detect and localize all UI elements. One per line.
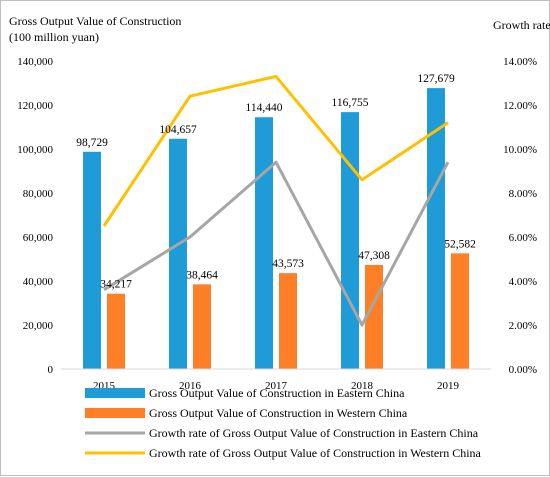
- left-axis-tick-label: 40,000: [23, 276, 54, 288]
- right-axis-tick-label: 2.00%: [509, 320, 537, 332]
- line-western-growth: [102, 74, 449, 227]
- bar-western: [107, 293, 125, 369]
- bar-eastern: [427, 88, 445, 369]
- bar-eastern: [169, 138, 187, 369]
- left-axis-title-line1: Gross Output Value of Construction: [9, 14, 181, 28]
- left-axis-tick-label: 100,000: [17, 144, 53, 156]
- bar-western: [451, 253, 469, 369]
- left-axis-tick-label: 0: [48, 364, 54, 376]
- right-axis-tick-label: 14.00%: [503, 56, 537, 68]
- data-label-western: 34,217: [100, 279, 132, 291]
- right-axis-title: Growth rate: [493, 18, 550, 32]
- left-axis-tick-label: 20,000: [23, 320, 54, 332]
- right-axis-tick-label: 8.00%: [509, 188, 537, 200]
- left-axis-title-line2: (100 million yuan): [9, 30, 99, 44]
- bar-eastern: [255, 117, 273, 370]
- x-axis-tick-label: 2016: [179, 380, 202, 392]
- right-axis-tick-label: 4.00%: [509, 276, 537, 288]
- left-axis-tick-label: 60,000: [23, 232, 54, 244]
- data-label-western: 38,464: [186, 269, 218, 281]
- legend-label: Growth rate of Gross Output Value of Con…: [149, 446, 482, 460]
- left-axis-tick-label: 120,000: [17, 100, 53, 112]
- line-eastern-growth: [103, 160, 450, 327]
- bar-eastern: [83, 151, 101, 369]
- legend-swatch: [85, 388, 145, 398]
- data-label-western: 47,308: [358, 250, 390, 262]
- legend-label: Growth rate of Gross Output Value of Con…: [149, 426, 479, 440]
- right-axis-tick-label: 10.00%: [503, 144, 537, 156]
- legend-label: Gross Output Value of Construction in Ea…: [149, 386, 405, 400]
- bar-western: [193, 284, 211, 369]
- legend-swatch: [85, 408, 145, 418]
- data-label-eastern: 114,440: [246, 102, 283, 114]
- left-axis-tick-label: 140,000: [17, 56, 53, 68]
- left-axis-tick-label: 80,000: [23, 188, 54, 200]
- data-label-eastern: 127,679: [417, 73, 455, 85]
- x-axis-tick-label: 2019: [437, 380, 460, 392]
- data-label-eastern: 104,657: [159, 124, 197, 136]
- data-label-western: 43,573: [272, 258, 304, 270]
- legend-label: Gross Output Value of Construction in We…: [149, 406, 408, 420]
- data-label-western: 52,582: [444, 238, 476, 250]
- right-axis-tick-label: 12.00%: [503, 100, 537, 112]
- data-label-eastern: 98,729: [76, 137, 108, 149]
- x-axis-tick-label: 2017: [265, 380, 288, 392]
- x-axis-tick-label: 2018: [351, 380, 374, 392]
- right-axis-tick-label: 6.00%: [509, 232, 537, 244]
- bar-eastern: [341, 112, 359, 369]
- bar-western: [279, 273, 297, 369]
- right-axis-tick-label: 0.00%: [509, 364, 537, 376]
- data-label-eastern: 116,755: [332, 97, 369, 109]
